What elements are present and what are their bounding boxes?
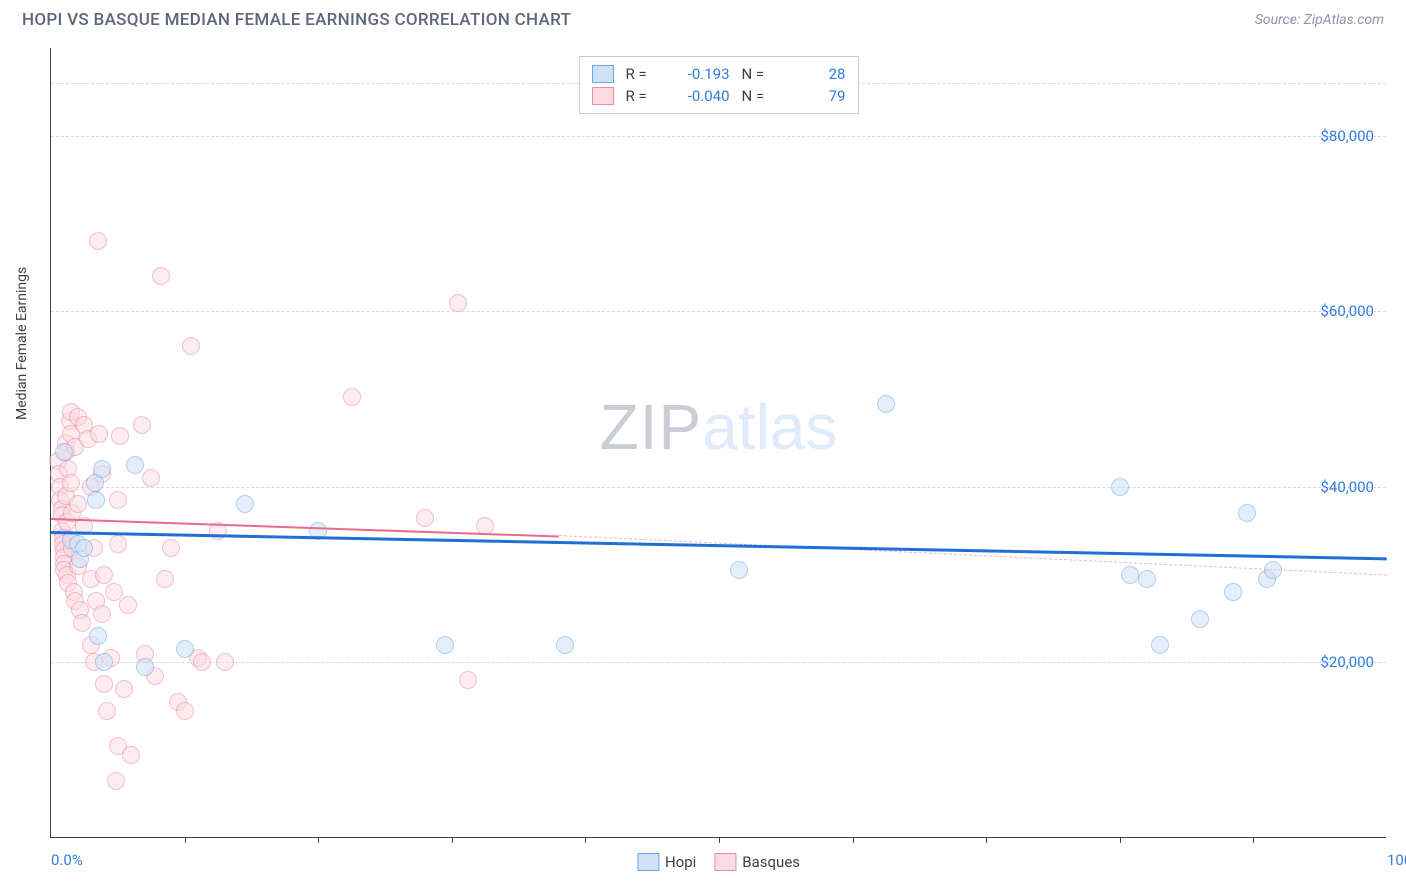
data-point	[93, 605, 111, 623]
x-tick	[585, 837, 586, 843]
data-point	[216, 653, 234, 671]
legend-label: Basques	[742, 853, 800, 871]
data-point	[343, 388, 361, 406]
watermark: ZIPatlas	[600, 390, 838, 464]
legend-swatch	[592, 65, 614, 83]
data-point	[89, 627, 107, 645]
data-point	[1238, 504, 1256, 522]
y-tick-label: $20,000	[1320, 653, 1374, 671]
data-point	[556, 636, 574, 654]
y-tick-label: $60,000	[1320, 302, 1374, 320]
data-point	[1224, 583, 1242, 601]
data-point	[142, 469, 160, 487]
data-point	[90, 425, 108, 443]
legend-correlation: R =-0.193N =28R =-0.040N =79	[579, 56, 859, 114]
y-axis-label: Median Female Earnings	[14, 267, 30, 420]
x-tick-label: 0.0%	[51, 851, 83, 869]
x-tick	[318, 837, 319, 843]
regression-line	[51, 531, 1387, 560]
data-point	[449, 294, 467, 312]
data-point	[162, 539, 180, 557]
data-point	[115, 680, 133, 698]
data-point	[93, 460, 111, 478]
data-point	[87, 491, 105, 509]
x-tick	[719, 837, 720, 843]
x-tick	[853, 837, 854, 843]
scatter-chart: ZIPatlas $20,000$40,000$60,000$80,0000.0…	[50, 48, 1386, 838]
data-point	[133, 416, 151, 434]
x-tick	[1253, 837, 1254, 843]
data-point	[69, 495, 87, 513]
data-point	[1191, 610, 1209, 628]
data-point	[75, 539, 93, 557]
data-point	[95, 566, 113, 584]
data-point	[109, 491, 127, 509]
data-point	[98, 702, 116, 720]
y-tick-label: $80,000	[1320, 127, 1374, 145]
data-point	[107, 772, 125, 790]
x-tick	[185, 837, 186, 843]
data-point	[73, 614, 91, 632]
data-point	[459, 671, 477, 689]
source-label: Source: ZipAtlas.com	[1255, 12, 1384, 28]
chart-title: HOPI VS BASQUE MEDIAN FEMALE EARNINGS CO…	[22, 10, 571, 30]
data-point	[730, 561, 748, 579]
data-point	[152, 267, 170, 285]
data-point	[62, 474, 80, 492]
data-point	[1138, 570, 1156, 588]
x-tick	[452, 837, 453, 843]
legend-swatch	[714, 853, 736, 871]
legend-swatch	[637, 853, 659, 871]
data-point	[95, 675, 113, 693]
data-point	[105, 583, 123, 601]
data-point	[156, 570, 174, 588]
data-point	[95, 653, 113, 671]
x-tick	[1120, 837, 1121, 843]
gridline	[51, 662, 1386, 663]
legend-swatch	[592, 87, 614, 105]
gridline	[51, 136, 1386, 137]
legend-label: Hopi	[665, 853, 696, 871]
data-point	[109, 535, 127, 553]
data-point	[176, 640, 194, 658]
data-point	[55, 443, 73, 461]
legend-series: Hopi Basques	[637, 853, 800, 871]
data-point	[193, 653, 211, 671]
data-point	[122, 746, 140, 764]
data-point	[182, 337, 200, 355]
data-point	[236, 495, 254, 513]
gridline	[51, 487, 1386, 488]
data-point	[176, 702, 194, 720]
data-point	[1111, 478, 1129, 496]
data-point	[136, 658, 154, 676]
y-tick-label: $40,000	[1320, 478, 1374, 496]
data-point	[877, 395, 895, 413]
data-point	[436, 636, 454, 654]
data-point	[119, 596, 137, 614]
x-tick	[986, 837, 987, 843]
data-point	[89, 232, 107, 250]
data-point	[416, 509, 434, 527]
data-point	[1151, 636, 1169, 654]
data-point	[111, 427, 129, 445]
data-point	[126, 456, 144, 474]
gridline	[51, 311, 1386, 312]
